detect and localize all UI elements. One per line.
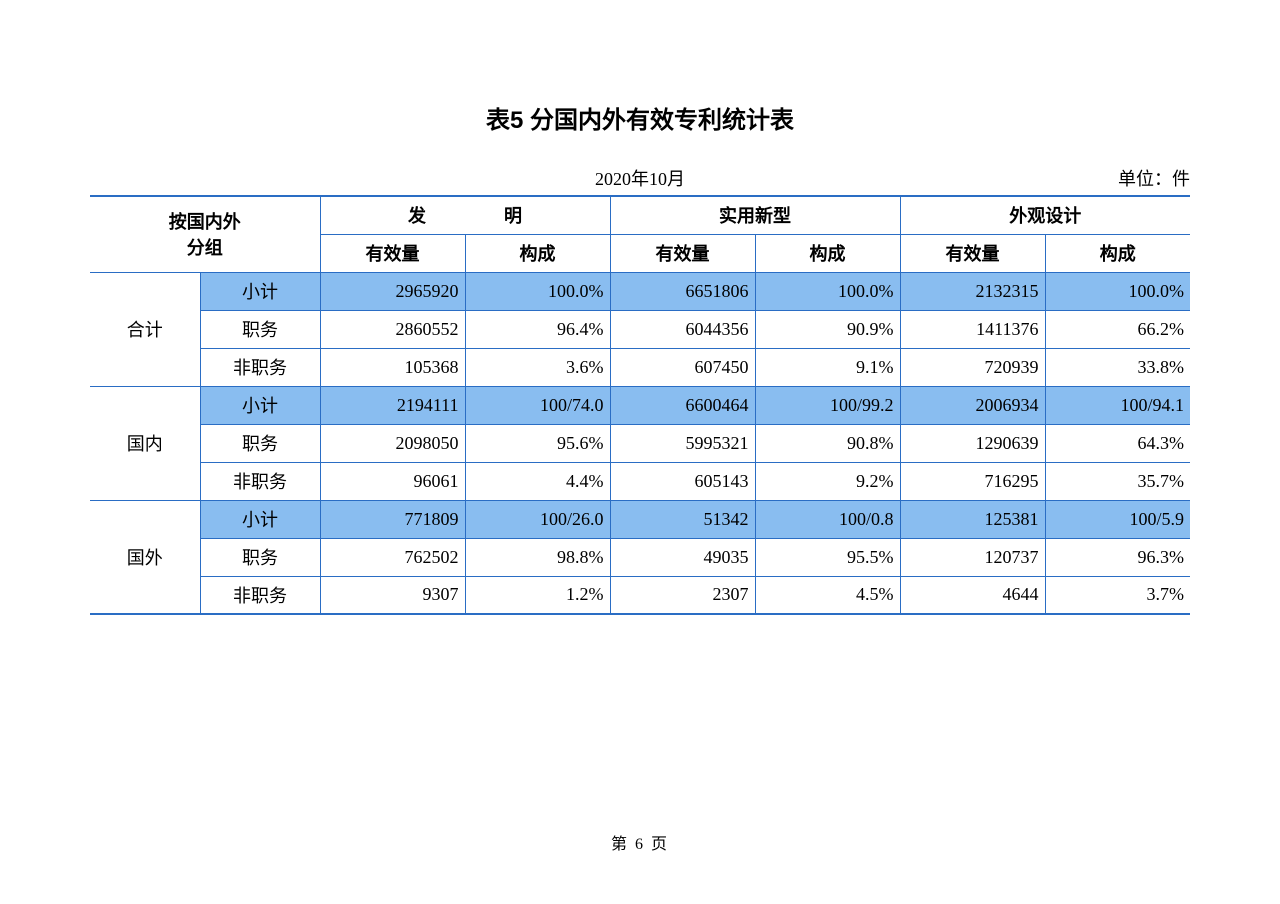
header-cat-0: 发 明 [320,196,610,234]
table-row: 职务286055296.4%604435690.9%141137666.2% [90,310,1190,348]
header-group-line1: 按国内外 [169,212,241,232]
data-cell: 716295 [900,462,1045,500]
table-row: 非职务960614.4%6051439.2%71629535.7% [90,462,1190,500]
data-cell: 95.6% [465,424,610,462]
data-cell: 100/74.0 [465,386,610,424]
data-cell: 9.1% [755,348,900,386]
data-cell: 4.4% [465,462,610,500]
data-cell: 66.2% [1045,310,1190,348]
data-cell: 5995321 [610,424,755,462]
data-cell: 2194111 [320,386,465,424]
row-label: 非职务 [200,576,320,614]
table-unit: 单位：件 [1118,165,1190,191]
row-label: 职务 [200,538,320,576]
table-row: 国外小计771809100/26.051342100/0.8125381100/… [90,500,1190,538]
table-title: 表5 分国内外有效专利统计表 [90,100,1190,135]
table-date: 2020年10月 [595,165,685,191]
header-sub-1-1: 构成 [755,234,900,272]
data-cell: 6600464 [610,386,755,424]
data-cell: 1.2% [465,576,610,614]
header-cat-1: 实用新型 [610,196,900,234]
data-cell: 2132315 [900,272,1045,310]
data-cell: 4644 [900,576,1045,614]
data-cell: 100/99.2 [755,386,900,424]
data-cell: 105368 [320,348,465,386]
table-row: 合计小计2965920100.0%6651806100.0%2132315100… [90,272,1190,310]
data-cell: 6651806 [610,272,755,310]
header-sub-2-0: 有效量 [900,234,1045,272]
data-cell: 2006934 [900,386,1045,424]
page-number: 第 6 页 [611,830,669,854]
data-cell: 2860552 [320,310,465,348]
data-cell: 100.0% [465,272,610,310]
data-cell: 100.0% [1045,272,1190,310]
row-label: 小计 [200,386,320,424]
header-group-line2: 分组 [187,238,223,258]
data-cell: 125381 [900,500,1045,538]
data-cell: 96.3% [1045,538,1190,576]
group-label: 合计 [90,272,200,386]
data-cell: 51342 [610,500,755,538]
data-cell: 120737 [900,538,1045,576]
data-cell: 607450 [610,348,755,386]
data-cell: 100/94.1 [1045,386,1190,424]
header-sub-0-0: 有效量 [320,234,465,272]
data-cell: 96.4% [465,310,610,348]
table-row: 国内小计2194111100/74.06600464100/99.2200693… [90,386,1190,424]
data-cell: 35.7% [1045,462,1190,500]
data-cell: 1290639 [900,424,1045,462]
data-cell: 90.9% [755,310,900,348]
data-cell: 4.5% [755,576,900,614]
data-cell: 2965920 [320,272,465,310]
data-cell: 605143 [610,462,755,500]
data-cell: 771809 [320,500,465,538]
row-label: 小计 [200,272,320,310]
table-row: 职务76250298.8%4903595.5%12073796.3% [90,538,1190,576]
data-cell: 98.8% [465,538,610,576]
data-cell: 100/26.0 [465,500,610,538]
row-label: 职务 [200,424,320,462]
row-label: 职务 [200,310,320,348]
header-sub-0-1: 构成 [465,234,610,272]
table-row: 职务209805095.6%599532190.8%129063964.3% [90,424,1190,462]
data-cell: 720939 [900,348,1045,386]
data-cell: 9.2% [755,462,900,500]
table-row: 非职务93071.2%23074.5%46443.7% [90,576,1190,614]
data-cell: 2307 [610,576,755,614]
data-cell: 3.6% [465,348,610,386]
data-cell: 100/5.9 [1045,500,1190,538]
header-sub-2-1: 构成 [1045,234,1190,272]
header-cat-0-label: 发 明 [378,206,552,226]
data-cell: 6044356 [610,310,755,348]
group-label: 国内 [90,386,200,500]
data-cell: 9307 [320,576,465,614]
group-label: 国外 [90,500,200,614]
patent-table: 按国内外 分组 发 明 实用新型 外观设计 有效量 构成 有效量 构成 有效量 … [90,195,1190,615]
data-cell: 100/0.8 [755,500,900,538]
data-cell: 33.8% [1045,348,1190,386]
data-cell: 100.0% [755,272,900,310]
data-cell: 49035 [610,538,755,576]
data-cell: 96061 [320,462,465,500]
header-group-col: 按国内外 分组 [90,196,320,272]
data-cell: 64.3% [1045,424,1190,462]
row-label: 小计 [200,500,320,538]
data-cell: 1411376 [900,310,1045,348]
data-cell: 762502 [320,538,465,576]
data-cell: 3.7% [1045,576,1190,614]
row-label: 非职务 [200,462,320,500]
header-sub-1-0: 有效量 [610,234,755,272]
data-cell: 2098050 [320,424,465,462]
header-cat-2: 外观设计 [900,196,1190,234]
table-row: 非职务1053683.6%6074509.1%72093933.8% [90,348,1190,386]
row-label: 非职务 [200,348,320,386]
data-cell: 95.5% [755,538,900,576]
data-cell: 90.8% [755,424,900,462]
